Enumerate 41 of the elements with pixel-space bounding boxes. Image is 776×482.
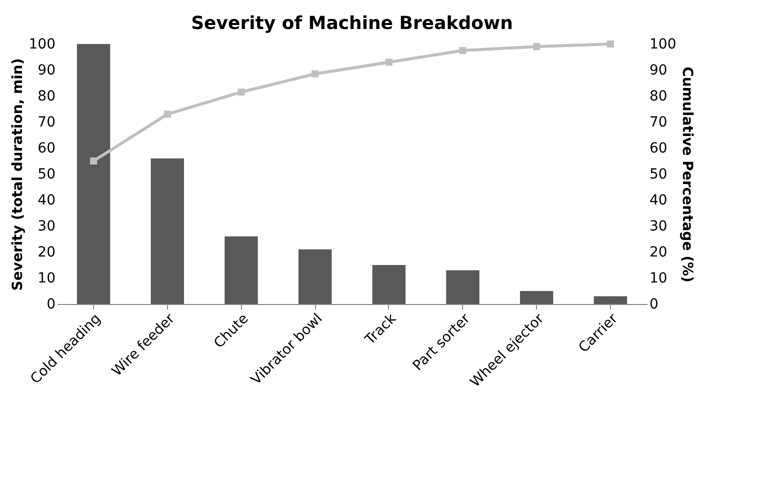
point <box>533 43 540 50</box>
chart-title: Severity of Machine Breakdown <box>191 13 513 34</box>
y-tick-label: 40 <box>38 192 56 208</box>
y-axis-title: Severity (total duration, min) <box>10 58 26 291</box>
y2-tick-label: 10 <box>650 270 668 286</box>
y2-tick-label: 60 <box>650 140 668 156</box>
y2-axis-title: Cumulative Percentage (%) <box>679 66 696 282</box>
point <box>459 46 466 54</box>
y2-tick-label: 0 <box>650 296 658 312</box>
bar <box>594 296 628 304</box>
y2-tick-label: 30 <box>650 218 668 234</box>
point <box>606 40 614 48</box>
y2-tick-label: 50 <box>650 166 668 182</box>
y-tick-label: 20 <box>38 244 56 260</box>
y-tick-label: 80 <box>38 88 56 104</box>
y2-tick-label: 100 <box>650 36 676 52</box>
y-tick-label: 70 <box>38 114 56 130</box>
y-tick-label: 50 <box>38 166 56 182</box>
y2-tick-label: 70 <box>650 114 668 130</box>
y-tick-label: 10 <box>38 270 56 286</box>
bar <box>446 270 480 304</box>
bar <box>520 291 554 304</box>
y-tick-label: 100 <box>28 36 56 52</box>
y-tick-label: 0 <box>46 296 56 312</box>
y2-tick-label: 40 <box>650 192 668 208</box>
point <box>385 58 392 66</box>
point <box>164 110 171 118</box>
point <box>312 70 319 78</box>
y2-tick-label: 20 <box>650 244 668 260</box>
y2-tick-label: 90 <box>650 62 668 78</box>
y2-tick-label: 80 <box>650 88 668 104</box>
point <box>90 157 98 165</box>
bar <box>150 158 184 304</box>
bar <box>372 265 406 304</box>
bar <box>76 44 110 304</box>
y-tick-label: 30 <box>38 218 56 234</box>
y-tick-label: 60 <box>38 140 56 156</box>
bar <box>298 249 332 304</box>
y-tick-label: 90 <box>38 62 56 78</box>
bar <box>224 236 258 304</box>
point <box>238 88 245 96</box>
